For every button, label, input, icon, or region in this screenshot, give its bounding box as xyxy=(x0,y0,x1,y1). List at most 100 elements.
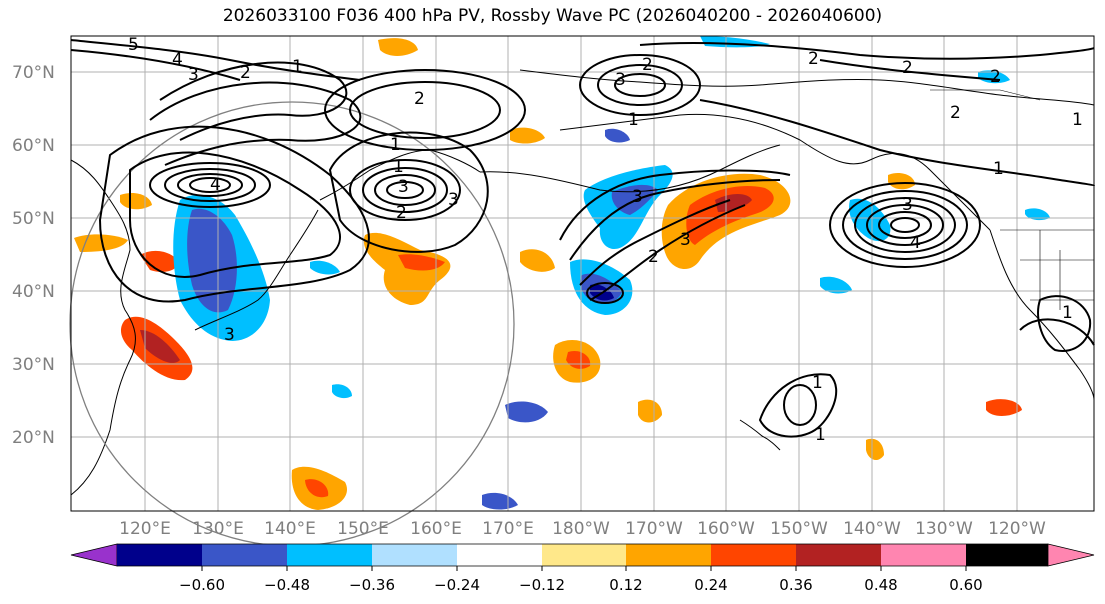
anomaly-positive-mid2 xyxy=(520,249,555,272)
colorbar-tick-label: −0.24 xyxy=(434,576,480,594)
pv-contours xyxy=(70,39,1095,438)
contour-label: 4 xyxy=(210,175,221,195)
anomaly-negative-small6 xyxy=(820,276,852,294)
pv-shading xyxy=(74,36,1050,510)
lon-label: 120°W xyxy=(988,519,1046,539)
anomaly-positive-japan-core xyxy=(140,330,180,363)
colorbar-segment xyxy=(796,544,881,566)
contour-label-group: 5 4 3 2 1 2 3 1 2 3 2 2 2 3 1 4 3 3 1 1 … xyxy=(128,35,1083,445)
contour-label: 1 xyxy=(628,110,639,130)
contour-label: 2 xyxy=(240,63,251,83)
anomaly-positive-northpacific-peak xyxy=(715,194,752,212)
colorbar-ticks xyxy=(201,566,967,571)
coast-asia xyxy=(70,159,136,496)
colorbar-tick-label: 0.24 xyxy=(694,576,727,594)
lon-label: 160°W xyxy=(697,519,755,539)
contour-label: 1 xyxy=(993,159,1004,179)
colorbar-segment xyxy=(372,544,457,566)
contour-label: 3 xyxy=(902,195,913,215)
colorbar-segment xyxy=(626,544,711,566)
colorbar-segment xyxy=(117,544,202,566)
anomaly-positive-west xyxy=(140,250,179,272)
anomaly-negative-small7 xyxy=(1025,208,1050,221)
contour-label: 2 xyxy=(642,55,653,75)
contour-label: 4 xyxy=(910,233,921,253)
longitude-labels: 120°E 130°E 140°E 150°E 160°E 170°E 180°… xyxy=(119,519,1046,539)
colorbar-segment xyxy=(202,544,287,566)
lat-label: 20°N xyxy=(12,428,55,448)
coast-japan xyxy=(194,209,319,331)
anomaly-positive-small5 xyxy=(888,173,915,190)
contour-label: 3 xyxy=(224,325,235,345)
contour-label: 2 xyxy=(950,103,961,123)
lon-label: 120°E xyxy=(119,519,171,539)
anomaly-negative-small9 xyxy=(978,70,1010,84)
colorbar-tick-label: −0.48 xyxy=(264,576,310,594)
contour-label: 2 xyxy=(990,67,1001,87)
coast-alaska xyxy=(559,113,991,231)
colorbar-segment xyxy=(711,544,796,566)
lon-label: 130°W xyxy=(915,519,973,539)
anomaly-positive-kuril-core xyxy=(398,254,445,271)
contour-label: 3 xyxy=(188,65,199,85)
anomaly-positive-topright xyxy=(378,38,418,56)
colorbar-segment xyxy=(457,544,542,566)
coast-kamchatka xyxy=(319,149,481,201)
coast-northamerica xyxy=(989,229,1095,401)
anomaly-positive-south-core xyxy=(305,479,329,498)
lat-label: 40°N xyxy=(12,282,55,302)
colorbar: −0.60 −0.48 −0.36 −0.24 −0.12 0.12 0.24 … xyxy=(70,543,1095,594)
colorbar-tick-label: −0.60 xyxy=(179,576,225,594)
colorbar-tick-label: 0.36 xyxy=(779,576,812,594)
colorbar-tick-label: 0.12 xyxy=(609,576,642,594)
plot-title: 2026033100 F036 400 hPa PV, Rossby Wave … xyxy=(222,6,883,26)
colorbar-tick-label: 0.48 xyxy=(864,576,897,594)
colorbar-extend-right xyxy=(1047,543,1095,567)
contour-label: 1 xyxy=(812,373,823,393)
contour-label: 4 xyxy=(172,50,183,70)
anomaly-positive-northpacific-core xyxy=(686,185,774,245)
anomaly-negative-small4 xyxy=(605,128,630,143)
contour-label: 2 xyxy=(648,247,659,267)
lat-label: 50°N xyxy=(12,209,55,229)
anomaly-positive-small1 xyxy=(638,399,662,423)
anomaly-negative-small5 xyxy=(332,384,352,399)
coast-hawaii xyxy=(739,419,781,451)
colorbar-segment xyxy=(287,544,372,566)
anomaly-positive-small4 xyxy=(120,193,152,210)
lat-label: 60°N xyxy=(12,136,55,156)
lon-label: 130°E xyxy=(192,519,244,539)
lon-label: 140°W xyxy=(843,519,901,539)
latitude-labels: 70°N 60°N 50°N 40°N 30°N 20°N xyxy=(12,63,55,448)
colorbar-tick-label: −0.36 xyxy=(349,576,395,594)
lon-label: 150°W xyxy=(770,519,828,539)
anomaly-positive-mid xyxy=(510,127,545,144)
lon-label: 140°E xyxy=(264,519,316,539)
contour-label: 1 xyxy=(815,425,826,445)
anomaly-negative-small1 xyxy=(505,401,548,423)
colorbar-tick-label: −0.12 xyxy=(519,576,565,594)
lon-label: 180°W xyxy=(552,519,610,539)
contour-label: 2 xyxy=(808,49,819,69)
contour-label: 2 xyxy=(396,203,407,223)
contour-label: 1 xyxy=(390,135,401,155)
anomaly-positive-kuril xyxy=(363,232,451,305)
contour-label: 1 xyxy=(393,157,404,177)
anomaly-negative-japan-core xyxy=(187,208,237,313)
lat-label: 30°N xyxy=(12,355,55,375)
colorbar-tick-label: 0.60 xyxy=(949,576,982,594)
lon-label: 150°E xyxy=(337,519,389,539)
coast-aleutians xyxy=(479,144,781,193)
anomaly-positive-small2 xyxy=(986,399,1022,416)
colorbar-segment xyxy=(966,544,1048,566)
contour-label: 3 xyxy=(615,70,626,90)
lon-label: 170°E xyxy=(482,519,534,539)
colorbar-segment xyxy=(542,544,626,566)
anomaly-positive-small3 xyxy=(866,438,884,461)
contour-label: 1 xyxy=(1062,303,1073,323)
map-frame xyxy=(70,35,1095,512)
anomaly-negative-small8 xyxy=(310,260,340,275)
contour-label: 2 xyxy=(414,89,425,109)
lon-label: 160°E xyxy=(410,519,462,539)
